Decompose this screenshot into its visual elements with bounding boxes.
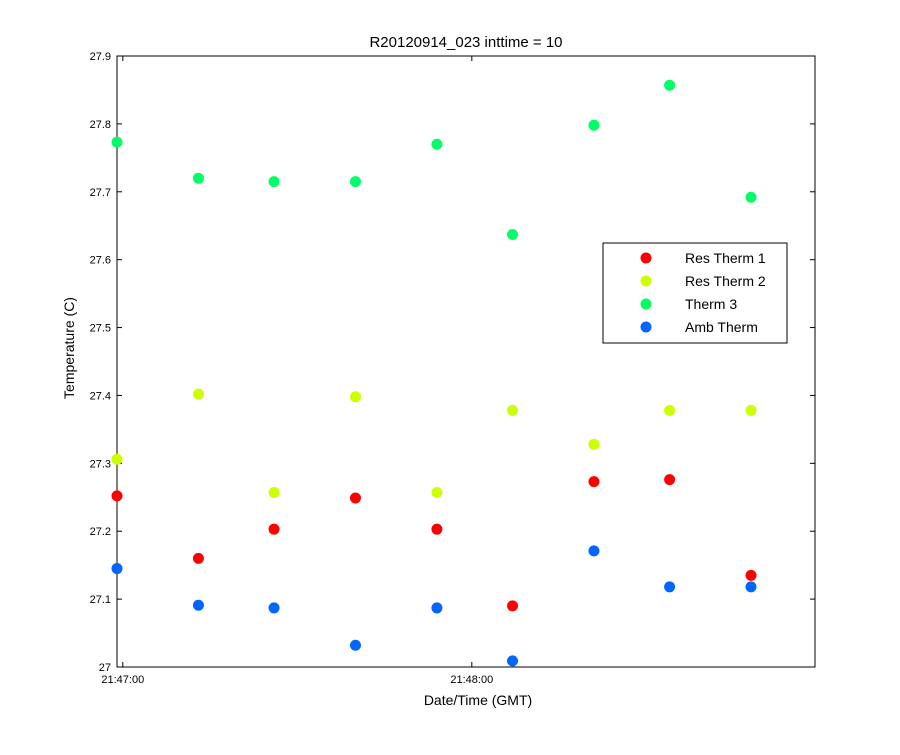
point-amb-therm (507, 655, 519, 667)
point-amb-therm (268, 602, 280, 614)
point-res-therm-1 (507, 600, 519, 612)
point-amb-therm (431, 602, 443, 614)
y-tick-label: 27.4 (90, 390, 111, 402)
x-tick-label: 21:47:00 (101, 674, 144, 686)
legend-marker (640, 252, 652, 264)
y-tick-label: 27.2 (90, 526, 111, 538)
point-amb-therm (664, 581, 676, 593)
data-points (111, 79, 757, 667)
legend-label: Therm 3 (685, 296, 737, 312)
point-res-therm-1 (588, 476, 600, 488)
point-therm-3 (192, 172, 204, 184)
plot-area (116, 55, 816, 668)
x-axis-label: Date/Time (GMT) (424, 692, 532, 708)
legend: Res Therm 1 Res Therm 2 Therm 3 Amb Therm (602, 242, 788, 344)
point-res-therm-2 (192, 388, 204, 400)
point-res-therm-1 (111, 490, 123, 502)
point-therm-3 (111, 136, 123, 148)
point-therm-3 (268, 176, 280, 188)
point-res-therm-2 (745, 404, 757, 416)
y-tick-label: 27.9 (90, 51, 111, 63)
y-axis-label: Temperature (C) (61, 297, 77, 399)
point-res-therm-2 (507, 404, 519, 416)
y-tick-label: 27 (99, 662, 111, 674)
point-res-therm-1 (192, 552, 204, 564)
legend-marker (640, 298, 652, 310)
point-res-therm-1 (664, 474, 676, 486)
axis-ticks: 27 27.1 27.2 27.3 27.4 27.5 27.6 27.7 27.8 27.9 21… (90, 51, 815, 686)
legend-label: Res Therm 1 (685, 250, 766, 266)
point-therm-3 (349, 176, 361, 188)
point-res-therm-1 (268, 523, 280, 535)
legend-label: Amb Therm (685, 319, 758, 335)
y-tick-label: 27.5 (90, 323, 111, 335)
point-therm-3 (431, 138, 443, 150)
point-res-therm-1 (431, 523, 443, 535)
point-amb-therm (588, 545, 600, 557)
y-tick-label: 27.1 (90, 594, 111, 606)
point-amb-therm (745, 581, 757, 593)
point-res-therm-2 (588, 438, 600, 450)
point-res-therm-1 (745, 569, 757, 581)
point-therm-3 (507, 229, 519, 241)
point-res-therm-2 (431, 487, 443, 499)
point-therm-3 (588, 119, 600, 131)
legend-box (602, 242, 788, 344)
point-amb-therm (111, 563, 123, 575)
point-res-therm-2 (349, 391, 361, 403)
y-tick-label: 27.6 (90, 255, 111, 267)
y-tick-label: 27.3 (90, 458, 111, 470)
point-res-therm-2 (111, 453, 123, 465)
point-amb-therm (349, 639, 361, 651)
legend-marker (640, 321, 652, 333)
x-tick-label: 21:48:00 (450, 674, 493, 686)
point-res-therm-1 (349, 492, 361, 504)
legend-label: Res Therm 2 (685, 273, 766, 289)
y-tick-label: 27.7 (90, 187, 111, 199)
point-res-therm-2 (268, 487, 280, 499)
point-therm-3 (745, 191, 757, 203)
point-res-therm-2 (664, 404, 676, 416)
point-amb-therm (192, 599, 204, 611)
y-tick-label: 27.8 (90, 119, 111, 131)
point-therm-3 (664, 79, 676, 91)
legend-marker (640, 275, 652, 287)
chart-title: R20120914_023 inttime = 10 (369, 34, 562, 51)
